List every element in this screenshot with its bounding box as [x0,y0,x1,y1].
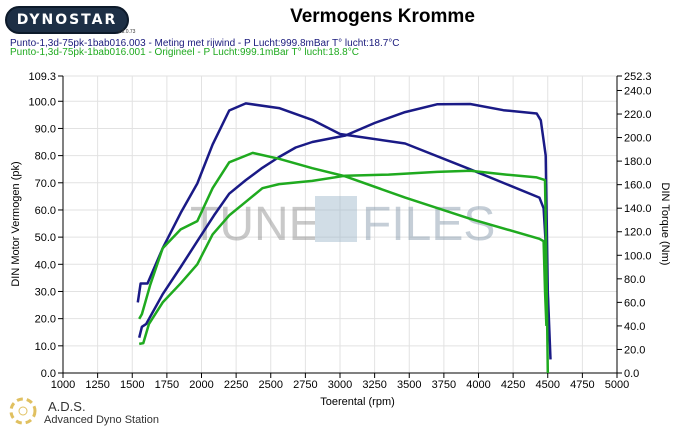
x-tick-label: 4250 [501,379,525,391]
y2-tick-label: 120.0 [624,227,652,239]
y-tick-label: 60.0 [35,205,56,217]
y-tick-label: 80.0 [35,151,56,163]
y2-tick-label: 0.0 [624,368,639,380]
y2-tick-label: 80.0 [624,274,645,286]
x-tick-label: 1250 [85,379,109,391]
car-icon [315,196,357,242]
x-tick-label: 2750 [293,379,317,391]
y2-axis-label: DIN Torque (Nm) [659,183,671,266]
series-torque-Punto-1,3d-75pk-1bab016.001 [138,151,548,326]
series-lines [136,102,552,374]
y-tick-label: 10.0 [35,341,56,353]
y-tick-label: 90.0 [35,123,56,135]
y-tick-label: 109.3 [28,71,56,83]
y-tick-label: 40.0 [35,259,56,271]
x-tick-label: 4000 [466,379,490,391]
x-tick-label: 1750 [155,379,179,391]
logo-text: DYNOSTAR [16,12,118,28]
y-tick-label: 0.0 [41,368,56,380]
watermark-left: TUNE [190,198,321,251]
chart-title: Vermogens Kromme [290,6,475,27]
tunefiles-watermark: TUNE FILES [190,196,495,251]
series-power-Punto-1,3d-75pk-1bab016.003 [137,102,552,360]
y2-tick-label: 100.0 [624,250,652,262]
logo-version: v.3.0.73 [118,29,136,35]
x-tick-label: 2500 [259,379,283,391]
x-tick-label: 1500 [120,379,144,391]
y-tick-label: 70.0 [35,178,56,190]
y2-tick-label: 20.0 [624,344,645,356]
y-axis-label: DIN Motor Vermogen (pk) [10,161,22,286]
y2-tick-label: 160.0 [624,180,652,192]
dynostar-logo: DYNOSTAR [5,6,129,34]
x-tick-label: 2250 [224,379,248,391]
legend-run-1: Punto-1,3d-75pk-1bab016.003 - Meting met… [10,38,400,49]
y2-tick-label: 60.0 [624,297,645,309]
y2-tick-label: 252.3 [624,71,652,83]
x-tick-label: 3000 [328,379,352,391]
ads-logo-icon [9,397,37,425]
y-tick-label: 50.0 [35,232,56,244]
y2-tick-label: 240.0 [624,85,652,97]
ads-brand-sub: Advanced Dyno Station [44,414,159,426]
legend-run-2: Punto-1,3d-75pk-1bab016.001 - Origineel … [10,47,359,58]
x-tick-label: 4500 [536,379,560,391]
y2-tick-label: 140.0 [624,203,652,215]
y2-tick-label: 40.0 [624,321,645,333]
x-tick-label: 4750 [570,379,594,391]
y2-tick-label: 180.0 [624,156,652,168]
grid [62,75,618,374]
axes: 1000 1250 1500 1750 2000 2250 2500 2750 3000 3250… [28,71,651,391]
y2-tick-label: 220.0 [624,109,652,121]
x-tick-label: 2000 [189,379,213,391]
x-tick-label: 5000 [605,379,629,391]
x-axis-label: Toerental (rpm) [320,396,395,408]
ads-brand: A.D.S. [48,399,86,414]
series-power-Punto-1,3d-75pk-1bab016.001 [138,169,550,374]
watermark-right: FILES [362,198,495,251]
y2-tick-label: 200.0 [624,133,652,145]
y-tick-label: 20.0 [35,314,56,326]
x-tick-label: 3250 [362,379,386,391]
x-tick-label: 3500 [397,379,421,391]
y-tick-label: 30.0 [35,286,56,298]
y-tick-label: 100.0 [28,96,56,108]
x-tick-label: 1000 [51,379,75,391]
x-tick-label: 3750 [432,379,456,391]
